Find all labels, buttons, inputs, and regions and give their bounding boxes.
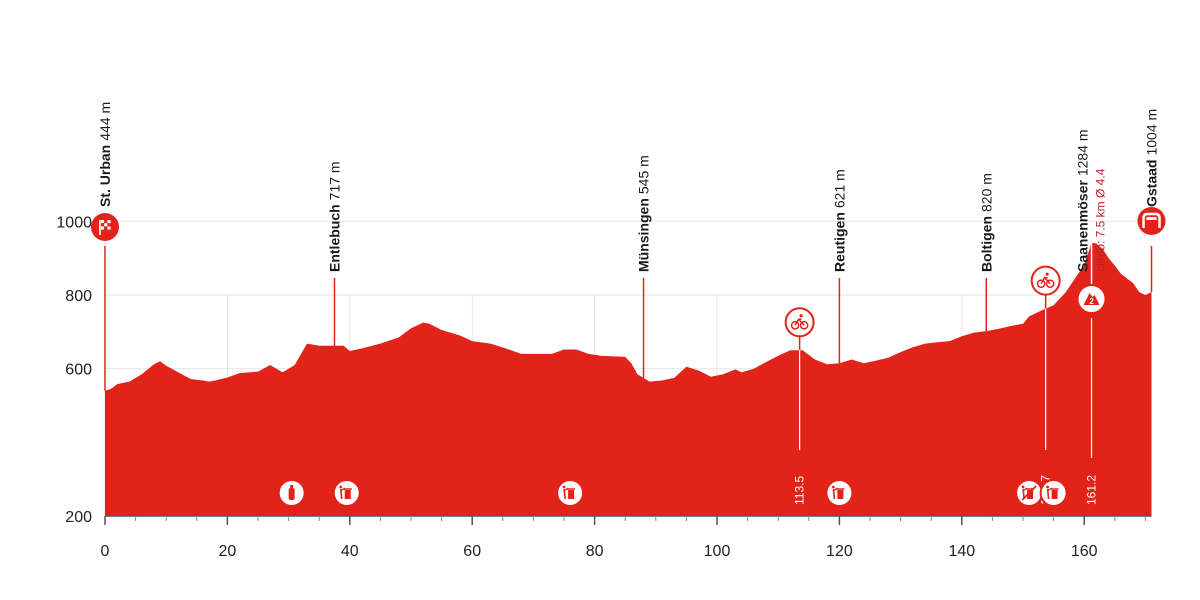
x-tick-label: 0: [101, 543, 110, 560]
location-name: Münsingen: [636, 198, 652, 272]
location-name: Reutigen: [831, 212, 847, 272]
elevation-area: [105, 242, 1152, 516]
location-label: St. Urban 444 m: [97, 102, 113, 207]
finish-arch-icon: [1137, 207, 1166, 235]
location-name: Saanenmöser: [1075, 180, 1091, 272]
location-name: Entlebuch: [327, 204, 343, 272]
sprint-cyclist-icon: [784, 307, 815, 338]
location-name: Boltigen: [978, 216, 994, 272]
y-tick-label: 600: [65, 362, 92, 379]
y-tick-label: 1000: [56, 214, 92, 231]
location-name: Gstaad: [1144, 160, 1160, 207]
x-tick-label: 60: [463, 543, 481, 560]
climb-category-badge: 2: [1089, 297, 1094, 306]
location-m-nsingen: Münsingen 545 m: [636, 155, 652, 378]
x-tick-label: 140: [948, 543, 975, 560]
location-label: Reutigen 621 m: [831, 169, 847, 272]
location-altitude: 1284 m: [1075, 129, 1091, 176]
start-flag-icon: [91, 213, 119, 241]
x-tick-label: 20: [219, 543, 237, 560]
axis-layer: 0 20 40 60 80 100 120 140 160 200 600 800 1000: [56, 214, 1152, 560]
location-label: Boltigen 820 m: [978, 173, 994, 272]
location-name: St. Urban: [97, 145, 113, 207]
y-tick-label: 800: [65, 288, 92, 305]
elevation-area-layer: [105, 242, 1152, 516]
location-altitude: 444 m: [97, 102, 113, 141]
location-label: Entlebuch 717 m: [327, 161, 343, 272]
y-tick-label: 200: [65, 509, 92, 526]
location-st-urban: St. Urban 444 m: [91, 102, 119, 391]
location-label: Saanenmöser 1284 m: [1075, 129, 1091, 272]
location-reutigen: Reutigen 621 m: [831, 169, 847, 364]
sprint-cyclist-icon: [1030, 265, 1061, 296]
location-label: Gstaad 1004 m: [1144, 109, 1160, 207]
x-tick-label: 160: [1071, 543, 1098, 560]
no-litter-icon: [1015, 479, 1044, 507]
location-gstaad: Gstaad 1004 m: [1137, 109, 1166, 293]
x-tick-label: 120: [826, 543, 853, 560]
km-marker-label: 161.2: [1085, 475, 1099, 505]
location-altitude: 717 m: [327, 161, 343, 200]
x-tick-label: 100: [704, 543, 731, 560]
location-altitude: 820 m: [978, 173, 994, 212]
litter-zone-icon: [556, 479, 585, 507]
location-altitude: 621 m: [831, 169, 847, 208]
location-entlebuch: Entlebuch 717 m: [327, 161, 343, 346]
climb-info: climb: 7.5 km Ø 4.4: [1094, 168, 1108, 272]
sprint-km-label: 113.5: [793, 476, 807, 505]
litter-zone-icon: [825, 479, 854, 507]
service-icons-layer: [277, 479, 1068, 507]
location-altitude: 1004 m: [1144, 109, 1160, 156]
litter-zone-icon: [332, 479, 361, 507]
location-label: Münsingen 545 m: [636, 155, 652, 272]
x-tick-label: 40: [341, 543, 359, 560]
climb-category-icon: 2: [1076, 284, 1107, 314]
location-altitude: 545 m: [636, 155, 652, 194]
x-tick-label: 80: [586, 543, 604, 560]
feed-bottle-icon: [277, 479, 306, 507]
litter-zone-icon: [1039, 479, 1068, 507]
location-boltigen: Boltigen 820 m: [978, 173, 994, 332]
sprint-point: 113.5: [784, 307, 815, 505]
